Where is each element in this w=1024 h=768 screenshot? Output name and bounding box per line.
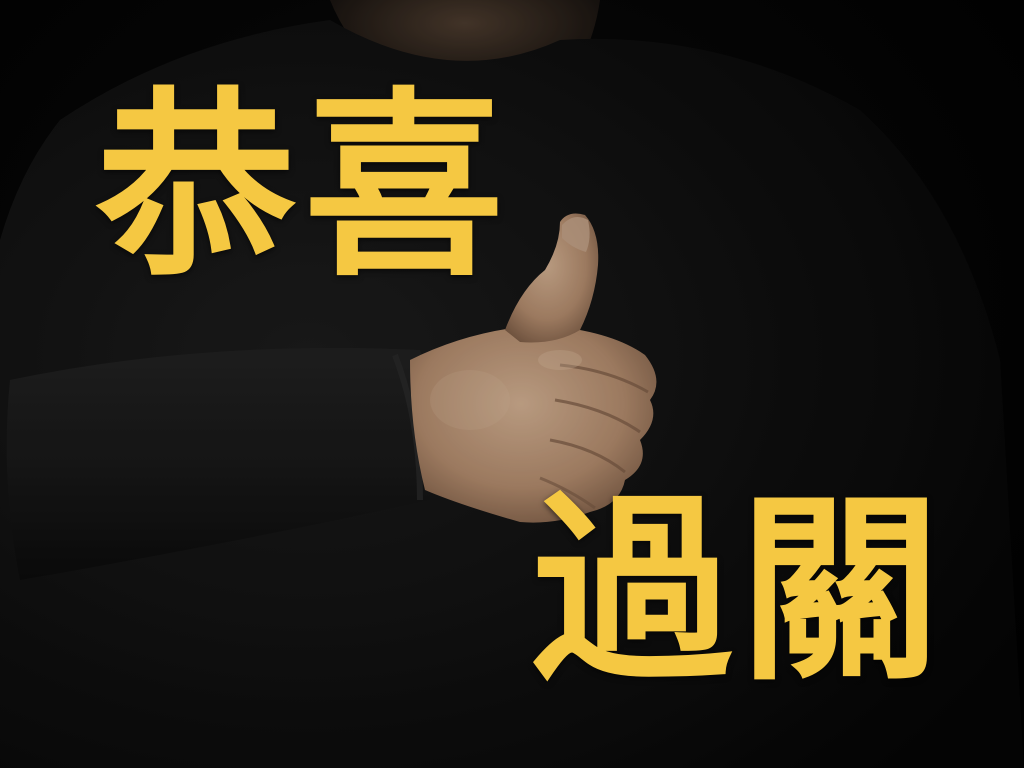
caption-top: 恭喜 — [96, 71, 513, 304]
thumbs-up-hand — [410, 213, 657, 523]
caption-bottom: 過關 — [532, 475, 949, 708]
